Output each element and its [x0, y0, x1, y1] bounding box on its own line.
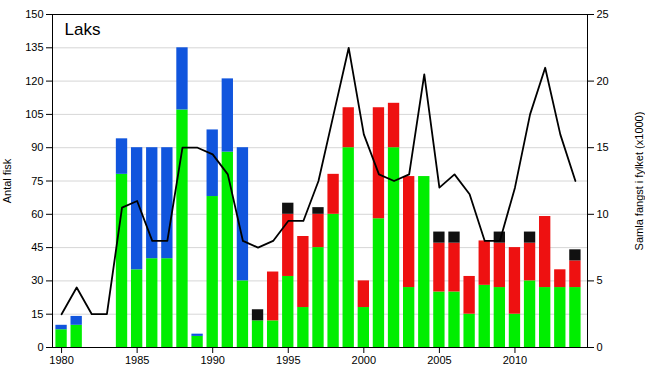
- svg-text:Laks: Laks: [65, 20, 101, 39]
- svg-text:105: 105: [25, 108, 43, 120]
- svg-text:75: 75: [31, 175, 43, 187]
- svg-text:1985: 1985: [125, 354, 149, 366]
- svg-text:10: 10: [597, 208, 609, 220]
- svg-text:15: 15: [597, 141, 609, 153]
- svg-text:1995: 1995: [276, 354, 300, 366]
- svg-text:1990: 1990: [200, 354, 224, 366]
- svg-text:45: 45: [31, 241, 43, 253]
- svg-text:5: 5: [597, 274, 603, 286]
- svg-text:60: 60: [31, 208, 43, 220]
- svg-text:Samla fangst i fylket (x1000): Samla fangst i fylket (x1000): [633, 112, 645, 251]
- svg-text:120: 120: [25, 75, 43, 87]
- svg-text:0: 0: [597, 341, 603, 353]
- svg-text:30: 30: [31, 274, 43, 286]
- svg-text:25: 25: [597, 8, 609, 20]
- svg-text:2005: 2005: [427, 354, 451, 366]
- svg-text:15: 15: [31, 308, 43, 320]
- svg-text:2010: 2010: [503, 354, 527, 366]
- svg-text:2000: 2000: [352, 354, 376, 366]
- svg-text:135: 135: [25, 41, 43, 53]
- svg-text:1980: 1980: [49, 354, 73, 366]
- svg-text:90: 90: [31, 141, 43, 153]
- svg-text:0: 0: [37, 341, 43, 353]
- svg-text:Antal fisk: Antal fisk: [1, 158, 13, 203]
- svg-text:150: 150: [25, 8, 43, 20]
- svg-text:20: 20: [597, 75, 609, 87]
